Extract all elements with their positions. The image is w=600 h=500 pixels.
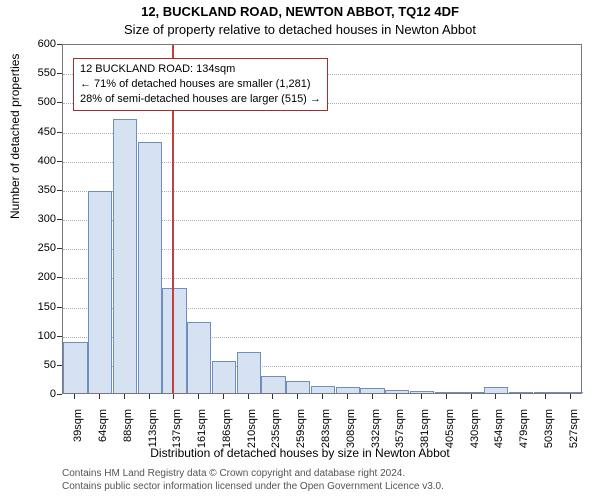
histogram-bar xyxy=(63,342,87,393)
ytick-mark xyxy=(57,132,62,133)
histogram-bar xyxy=(311,386,335,393)
ytick-mark xyxy=(57,277,62,278)
ytick-label: 300 xyxy=(18,213,56,225)
xtick-mark xyxy=(124,394,125,399)
xtick-mark xyxy=(297,394,298,399)
xtick-mark xyxy=(99,394,100,399)
xtick-mark xyxy=(198,394,199,399)
xtick-mark xyxy=(545,394,546,399)
ytick-mark xyxy=(57,190,62,191)
xtick-mark xyxy=(248,394,249,399)
ytick-mark xyxy=(57,365,62,366)
infobox-line-1: 12 BUCKLAND ROAD: 134sqm xyxy=(80,62,321,77)
ytick-label: 0 xyxy=(18,388,56,400)
title-line-1: 12, BUCKLAND ROAD, NEWTON ABBOT, TQ12 4D… xyxy=(0,4,600,19)
ytick-mark xyxy=(57,102,62,103)
histogram-bar xyxy=(162,288,186,393)
xtick-mark xyxy=(347,394,348,399)
infobox-line-2: ← 71% of detached houses are smaller (1,… xyxy=(80,77,321,92)
ytick-label: 600 xyxy=(18,38,56,50)
histogram-bar xyxy=(286,381,310,393)
histogram-bar xyxy=(484,387,508,393)
xtick-mark xyxy=(149,394,150,399)
info-callout-box: 12 BUCKLAND ROAD: 134sqm ← 71% of detach… xyxy=(73,58,328,111)
histogram-bar xyxy=(459,392,483,393)
x-axis-label: Distribution of detached houses by size … xyxy=(0,446,600,460)
xtick-mark xyxy=(495,394,496,399)
histogram-bar xyxy=(558,392,582,393)
histogram-bar xyxy=(261,376,285,394)
xtick-mark xyxy=(471,394,472,399)
ytick-mark xyxy=(57,161,62,162)
ytick-label: 150 xyxy=(18,301,56,313)
ytick-label: 450 xyxy=(18,126,56,138)
ytick-label: 200 xyxy=(18,271,56,283)
xtick-mark xyxy=(570,394,571,399)
histogram-bar xyxy=(385,390,409,393)
histogram-bar xyxy=(187,322,211,393)
ytick-mark xyxy=(57,219,62,220)
gridline xyxy=(63,133,581,134)
histogram-bar xyxy=(509,392,533,393)
ytick-label: 350 xyxy=(18,184,56,196)
histogram-bar xyxy=(138,142,162,393)
title-line-2: Size of property relative to detached ho… xyxy=(0,22,600,37)
ytick-label: 250 xyxy=(18,242,56,254)
ytick-mark xyxy=(57,336,62,337)
ytick-mark xyxy=(57,44,62,45)
histogram-bar xyxy=(435,392,459,393)
histogram-bar xyxy=(360,388,384,393)
histogram-bar xyxy=(88,191,112,393)
xtick-mark xyxy=(446,394,447,399)
xtick-mark xyxy=(272,394,273,399)
xtick-mark xyxy=(322,394,323,399)
ytick-mark xyxy=(57,73,62,74)
xtick-mark xyxy=(372,394,373,399)
ytick-mark xyxy=(57,248,62,249)
xtick-mark xyxy=(421,394,422,399)
histogram-bar xyxy=(410,391,434,393)
histogram-bar xyxy=(113,119,137,393)
footnote-line-2: Contains public sector information licen… xyxy=(62,481,444,493)
infobox-line-3: 28% of semi-detached houses are larger (… xyxy=(80,92,321,107)
histogram-bar xyxy=(237,352,261,393)
ytick-label: 50 xyxy=(18,359,56,371)
ytick-mark xyxy=(57,307,62,308)
xtick-mark xyxy=(223,394,224,399)
ytick-label: 400 xyxy=(18,155,56,167)
histogram-bar xyxy=(534,392,558,393)
ytick-label: 100 xyxy=(18,330,56,342)
ytick-label: 500 xyxy=(18,96,56,108)
xtick-mark xyxy=(396,394,397,399)
ytick-label: 550 xyxy=(18,67,56,79)
footnote-line-1: Contains HM Land Registry data © Crown c… xyxy=(62,468,405,480)
ytick-mark xyxy=(57,394,62,395)
histogram-bar xyxy=(336,387,360,393)
xtick-mark xyxy=(520,394,521,399)
histogram-bar xyxy=(212,361,236,393)
xtick-mark xyxy=(173,394,174,399)
xtick-mark xyxy=(74,394,75,399)
